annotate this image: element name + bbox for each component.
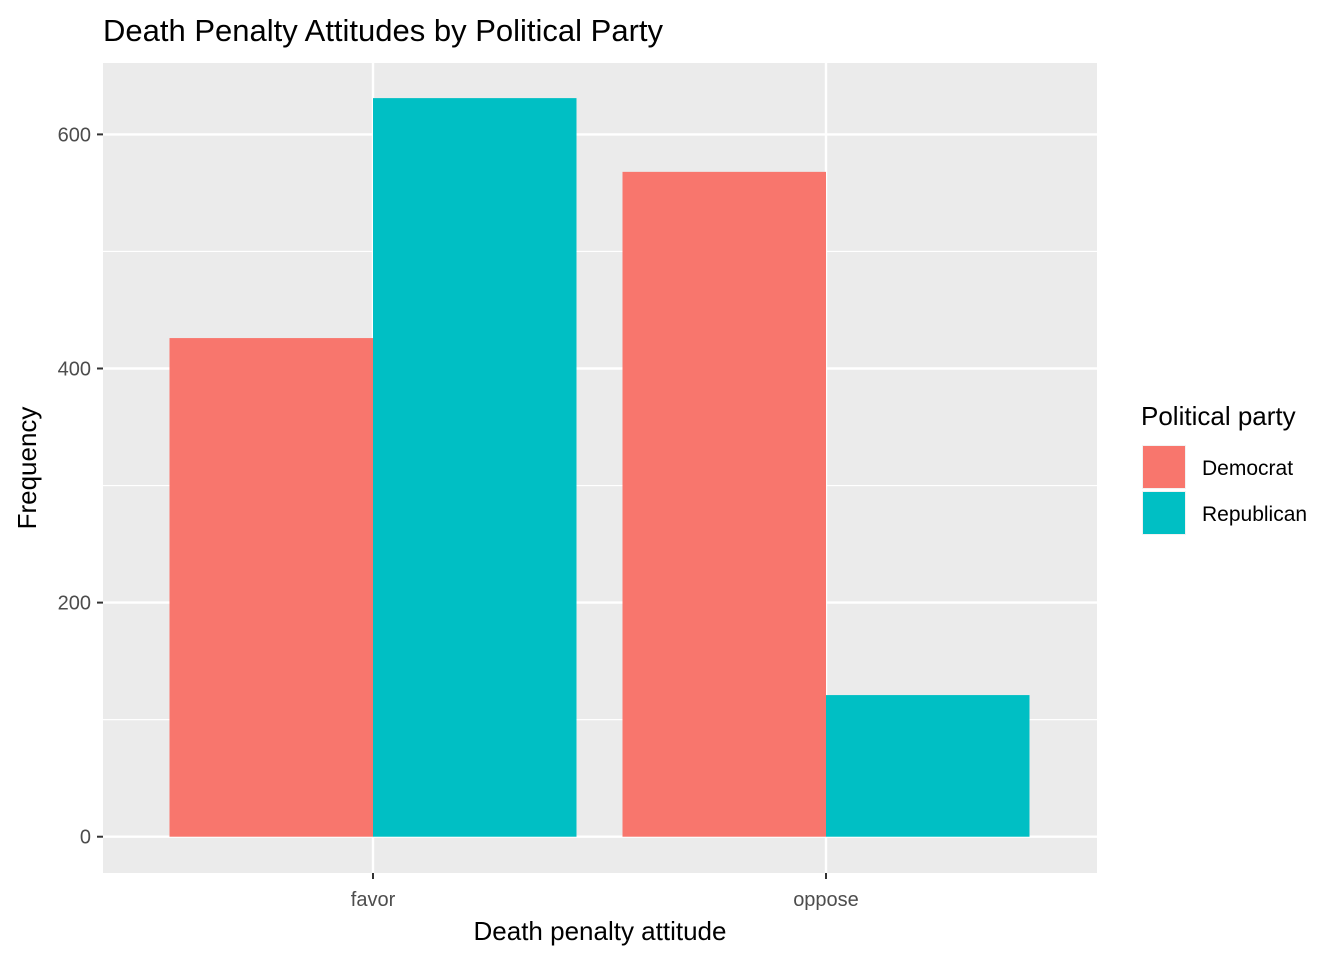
bar-oppose-democrat bbox=[622, 171, 826, 837]
legend-swatch-democrat bbox=[1143, 446, 1185, 488]
legend-swatch-republican bbox=[1143, 492, 1185, 534]
legend-label-democrat: Democrat bbox=[1202, 457, 1293, 480]
bar-favor-democrat bbox=[169, 338, 373, 837]
y-tick-label: 400 bbox=[58, 359, 91, 381]
legend-title: Political party bbox=[1141, 401, 1296, 431]
chart-title: Death Penalty Attitudes by Political Par… bbox=[103, 13, 664, 48]
x-axis: favor oppose bbox=[351, 873, 859, 911]
x-tick-label: oppose bbox=[793, 889, 859, 911]
y-axis: 0 200 400 600 bbox=[58, 124, 103, 849]
y-tick-label: 200 bbox=[58, 593, 91, 615]
x-tick-label: favor bbox=[351, 889, 396, 911]
legend: Political party Democrat Republican bbox=[1141, 401, 1307, 535]
legend-items: Democrat Republican bbox=[1142, 445, 1307, 535]
y-tick-label: 0 bbox=[80, 827, 91, 849]
bars bbox=[169, 98, 1030, 837]
legend-label-republican: Republican bbox=[1202, 503, 1307, 526]
x-axis-title: Death penalty attitude bbox=[474, 916, 727, 946]
y-axis-title: Frequency bbox=[12, 407, 42, 530]
bar-oppose-republican bbox=[826, 695, 1030, 837]
bar-favor-republican bbox=[373, 98, 577, 837]
y-tick-label: 600 bbox=[58, 124, 91, 146]
